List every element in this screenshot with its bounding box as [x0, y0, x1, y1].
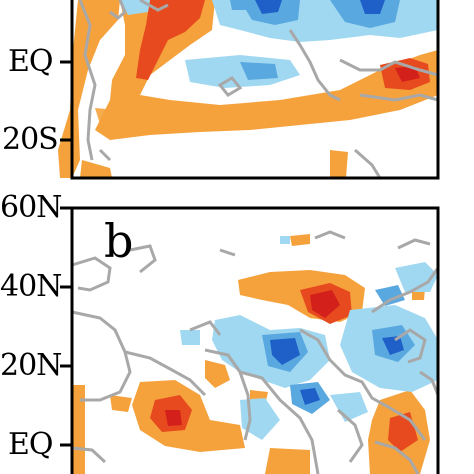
panel-b-cool-shading	[180, 236, 438, 440]
panel-letter-b: b	[104, 214, 134, 268]
lat-label-20n: 20N	[0, 348, 62, 383]
panel-b	[60, 206, 440, 474]
cool-anomaly	[300, 388, 320, 405]
coastline	[139, 0, 169, 12]
coastline	[239, 370, 320, 474]
coastline	[288, 29, 341, 102]
coastline	[71, 310, 132, 402]
cool-anomaly	[185, 55, 300, 88]
coastline	[397, 238, 431, 250]
coastline	[71, 446, 107, 464]
coastline	[354, 148, 382, 179]
cool-anomaly	[180, 330, 200, 345]
warm-anomaly	[72, 385, 85, 474]
coastline	[189, 320, 222, 336]
warm-anomaly	[205, 360, 230, 388]
panel-a-coastlines	[78, 0, 439, 179]
coastline	[124, 350, 207, 397]
cool-anomaly	[120, 0, 150, 15]
warm-anomaly	[95, 108, 230, 128]
lat-label-60n: 60N	[0, 190, 62, 225]
coastline	[314, 230, 346, 240]
cool-anomaly	[375, 285, 405, 306]
warm-anomaly	[95, 0, 438, 140]
lat-label-eq-top: EQ	[8, 44, 53, 79]
warm-anomaly	[395, 66, 420, 82]
warm-anomaly	[136, 0, 205, 80]
warm-anomaly	[80, 160, 112, 178]
coastline	[129, 244, 157, 274]
panel-b-warm-shading	[72, 234, 430, 474]
coastline	[217, 76, 243, 97]
warm-anomaly	[265, 448, 310, 474]
coastline	[419, 370, 440, 396]
panel-b-coastlines	[71, 230, 440, 474]
coastline	[98, 148, 112, 162]
coastline	[299, 328, 427, 441]
coastline	[359, 93, 439, 102]
coastline	[374, 440, 420, 474]
coastline	[109, 0, 127, 20]
coastline	[394, 328, 427, 364]
warm-anomaly	[110, 395, 132, 412]
panel-a	[58, 0, 440, 180]
panel-b-frame	[70, 206, 440, 474]
cool-anomaly	[240, 62, 278, 80]
coastline	[71, 256, 112, 292]
cool-anomaly	[360, 0, 385, 14]
warm-anomaly	[310, 290, 340, 318]
cool-anomaly	[255, 0, 282, 14]
lat-label-40n: 40N	[0, 269, 62, 304]
coastline	[219, 248, 236, 257]
warm-anomaly	[165, 410, 182, 426]
coastline	[78, 0, 97, 161]
warm-anomaly	[330, 150, 348, 178]
panel-a-cool-shading	[120, 0, 438, 88]
lat-label-20s: 20S	[2, 122, 59, 157]
coastline	[339, 58, 439, 77]
coastline	[204, 348, 252, 441]
cool-anomaly	[280, 236, 290, 244]
cool-anomaly	[230, 0, 246, 10]
cool-anomaly	[395, 262, 438, 292]
cool-anomaly	[382, 336, 404, 355]
panel-a-frame	[70, 0, 440, 180]
coastline	[337, 408, 364, 463]
coastline	[371, 267, 440, 314]
cool-anomaly	[330, 392, 368, 422]
lat-label-eq-bottom: EQ	[8, 427, 53, 462]
cool-anomaly	[270, 338, 300, 365]
warm-anomaly	[290, 234, 310, 246]
